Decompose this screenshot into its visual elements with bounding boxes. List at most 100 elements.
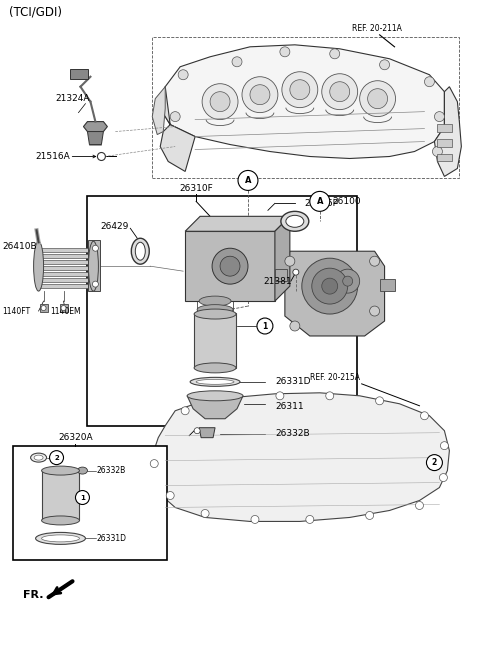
Ellipse shape bbox=[42, 516, 80, 525]
Text: 26331D: 26331D bbox=[275, 377, 311, 386]
Text: 21516A: 21516A bbox=[36, 152, 71, 161]
Circle shape bbox=[290, 321, 300, 331]
Ellipse shape bbox=[197, 339, 233, 349]
Polygon shape bbox=[275, 216, 290, 301]
Polygon shape bbox=[185, 216, 290, 232]
Circle shape bbox=[420, 412, 429, 420]
Ellipse shape bbox=[135, 242, 145, 260]
Ellipse shape bbox=[199, 296, 231, 306]
Circle shape bbox=[426, 455, 443, 470]
Polygon shape bbox=[152, 393, 449, 522]
Circle shape bbox=[441, 441, 448, 449]
Text: 26410B: 26410B bbox=[3, 242, 37, 251]
Circle shape bbox=[93, 281, 98, 287]
Text: 1: 1 bbox=[262, 321, 267, 331]
Circle shape bbox=[202, 84, 238, 119]
Bar bbox=[38, 272, 94, 276]
Circle shape bbox=[276, 392, 284, 400]
Ellipse shape bbox=[199, 348, 231, 358]
Circle shape bbox=[434, 112, 444, 121]
Ellipse shape bbox=[197, 304, 233, 315]
Ellipse shape bbox=[42, 535, 80, 542]
Bar bbox=[12, 445, 167, 560]
Bar bbox=[38, 284, 94, 288]
Circle shape bbox=[432, 146, 443, 157]
Circle shape bbox=[330, 49, 340, 59]
Ellipse shape bbox=[77, 467, 87, 474]
Ellipse shape bbox=[194, 309, 236, 319]
Bar bbox=[87, 196, 357, 426]
Text: 26311: 26311 bbox=[275, 402, 303, 411]
Text: REF. 20-211A: REF. 20-211A bbox=[352, 24, 402, 33]
Ellipse shape bbox=[42, 466, 80, 475]
Ellipse shape bbox=[199, 313, 231, 323]
Circle shape bbox=[322, 73, 358, 110]
Ellipse shape bbox=[187, 391, 243, 401]
Bar bbox=[38, 260, 94, 264]
Circle shape bbox=[75, 491, 89, 504]
Bar bbox=[42, 470, 80, 520]
Circle shape bbox=[368, 89, 387, 109]
Circle shape bbox=[330, 82, 350, 102]
Bar bbox=[60, 304, 68, 312]
Circle shape bbox=[61, 306, 66, 310]
Ellipse shape bbox=[194, 363, 236, 373]
Ellipse shape bbox=[281, 211, 309, 232]
Circle shape bbox=[424, 77, 434, 87]
Circle shape bbox=[326, 392, 334, 400]
Polygon shape bbox=[285, 251, 384, 336]
Circle shape bbox=[370, 306, 380, 316]
Ellipse shape bbox=[197, 356, 233, 366]
Text: A: A bbox=[316, 197, 323, 206]
Circle shape bbox=[49, 451, 63, 464]
Bar bbox=[194, 313, 236, 368]
Circle shape bbox=[280, 47, 290, 57]
Text: 26100: 26100 bbox=[333, 197, 361, 206]
Ellipse shape bbox=[199, 330, 231, 340]
Ellipse shape bbox=[34, 241, 44, 291]
Circle shape bbox=[166, 491, 174, 499]
Text: 26320A: 26320A bbox=[58, 433, 93, 442]
Circle shape bbox=[302, 258, 358, 314]
Text: 21381: 21381 bbox=[263, 277, 291, 285]
Text: A: A bbox=[245, 176, 251, 185]
Text: 26310F: 26310F bbox=[179, 184, 213, 193]
Circle shape bbox=[178, 70, 188, 80]
Circle shape bbox=[293, 269, 299, 275]
Bar bbox=[437, 154, 452, 161]
Circle shape bbox=[290, 80, 310, 100]
Bar bbox=[71, 69, 88, 79]
Circle shape bbox=[150, 460, 158, 468]
Circle shape bbox=[194, 428, 200, 434]
Circle shape bbox=[242, 77, 278, 113]
Text: 21324A: 21324A bbox=[56, 94, 90, 103]
Circle shape bbox=[257, 318, 273, 334]
Circle shape bbox=[41, 306, 46, 310]
Circle shape bbox=[226, 394, 234, 401]
Text: 1: 1 bbox=[80, 495, 85, 501]
Text: 26331D: 26331D bbox=[96, 534, 126, 543]
Bar bbox=[437, 123, 452, 132]
Polygon shape bbox=[187, 396, 243, 419]
Circle shape bbox=[312, 268, 348, 304]
Circle shape bbox=[360, 81, 396, 117]
Circle shape bbox=[251, 516, 259, 523]
Circle shape bbox=[366, 512, 373, 520]
Text: 1140EM: 1140EM bbox=[50, 306, 81, 316]
Bar bbox=[380, 279, 395, 291]
Polygon shape bbox=[199, 428, 215, 438]
Bar bbox=[437, 138, 452, 146]
Circle shape bbox=[232, 57, 242, 67]
Text: 26316P: 26316P bbox=[305, 199, 339, 208]
Bar bbox=[88, 240, 100, 291]
Circle shape bbox=[201, 510, 209, 518]
Ellipse shape bbox=[88, 241, 98, 291]
Circle shape bbox=[416, 501, 423, 510]
Circle shape bbox=[210, 92, 230, 112]
Polygon shape bbox=[160, 87, 195, 171]
Bar bbox=[38, 248, 94, 252]
Circle shape bbox=[380, 60, 390, 70]
Circle shape bbox=[212, 248, 248, 284]
Ellipse shape bbox=[190, 377, 240, 386]
Bar bbox=[38, 255, 94, 258]
